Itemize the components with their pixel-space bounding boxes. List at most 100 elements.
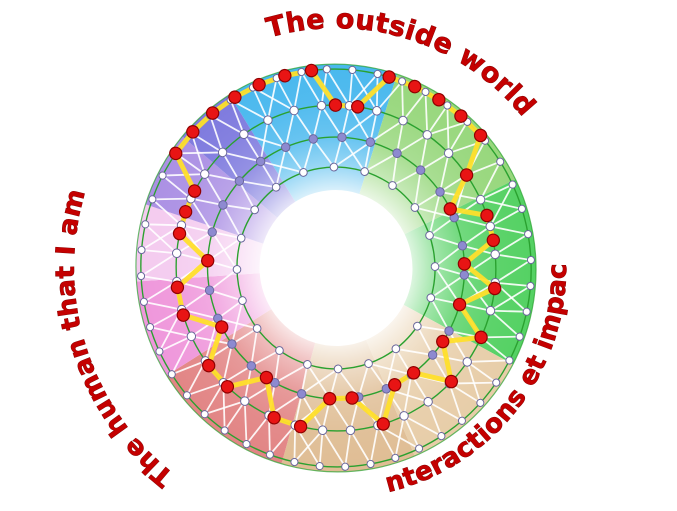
node-dot bbox=[444, 326, 454, 336]
ring-line bbox=[236, 166, 436, 370]
mesh-line bbox=[394, 415, 405, 459]
mesh-line bbox=[348, 69, 354, 106]
node-dot bbox=[457, 416, 466, 425]
node-dot bbox=[217, 147, 228, 158]
mesh-line bbox=[414, 191, 441, 209]
node-dot bbox=[410, 203, 420, 212]
mesh-line bbox=[427, 401, 443, 437]
mesh-line bbox=[424, 91, 429, 135]
mesh-line bbox=[212, 231, 242, 240]
mesh-line bbox=[454, 216, 491, 228]
mesh-line bbox=[434, 266, 461, 305]
node-dot bbox=[220, 426, 229, 435]
node-dot bbox=[218, 200, 228, 210]
mesh-line bbox=[326, 68, 351, 107]
mesh-line bbox=[419, 134, 429, 171]
node-dot bbox=[413, 321, 422, 331]
mesh-line bbox=[420, 152, 450, 171]
mesh-line bbox=[385, 388, 405, 417]
mesh-line bbox=[259, 119, 269, 162]
mesh-line bbox=[284, 146, 305, 173]
node-dot bbox=[182, 391, 191, 400]
mesh-line bbox=[480, 198, 523, 210]
mesh-line bbox=[463, 253, 496, 276]
node-dot bbox=[238, 296, 247, 305]
mesh-line bbox=[376, 80, 403, 112]
node-dot bbox=[364, 359, 373, 368]
mesh-line bbox=[222, 365, 252, 384]
mesh-line bbox=[385, 348, 397, 390]
highlight-node bbox=[220, 379, 235, 394]
mesh-line bbox=[489, 184, 514, 227]
highlight-node bbox=[444, 374, 459, 389]
mesh-line bbox=[217, 299, 243, 320]
node-dot bbox=[155, 347, 164, 356]
mesh-line bbox=[141, 249, 177, 255]
node-dot bbox=[388, 181, 397, 190]
node-dot bbox=[457, 240, 468, 251]
mesh-line bbox=[480, 183, 513, 201]
mesh-line bbox=[140, 275, 177, 283]
mesh-line bbox=[490, 225, 529, 236]
mesh-line bbox=[217, 317, 258, 330]
highlight-node bbox=[328, 98, 343, 112]
node-dot bbox=[399, 411, 409, 421]
node-dot bbox=[476, 398, 485, 407]
mesh-line bbox=[275, 77, 295, 111]
mesh-line bbox=[489, 208, 523, 228]
mesh-line bbox=[293, 109, 314, 140]
highlight-node bbox=[432, 92, 446, 107]
node-dot bbox=[265, 450, 274, 459]
node-dot bbox=[275, 346, 284, 355]
node-dot bbox=[508, 180, 517, 189]
mesh-line bbox=[144, 223, 178, 254]
node-dot bbox=[316, 100, 327, 111]
mesh-line bbox=[222, 204, 255, 211]
node-dot bbox=[427, 350, 438, 360]
mesh-line bbox=[204, 400, 246, 416]
mesh-line bbox=[175, 151, 223, 155]
mesh-line bbox=[275, 146, 287, 188]
mesh-line bbox=[294, 393, 303, 426]
mesh-line bbox=[369, 110, 378, 143]
mesh-line bbox=[479, 161, 501, 201]
mesh-line bbox=[428, 191, 441, 236]
mesh-line bbox=[391, 153, 398, 186]
node-dot bbox=[496, 157, 505, 166]
node-dot bbox=[158, 171, 167, 180]
mesh-line bbox=[209, 289, 243, 302]
mesh-line bbox=[403, 415, 442, 437]
highlight-node bbox=[201, 253, 215, 268]
mesh-line bbox=[312, 105, 323, 140]
node-dot bbox=[459, 270, 470, 280]
mesh-line bbox=[463, 274, 492, 312]
mesh-line bbox=[231, 300, 244, 345]
node-dot bbox=[240, 396, 250, 406]
node-dot bbox=[505, 356, 514, 365]
mesh-line bbox=[145, 223, 182, 227]
node-dot bbox=[517, 204, 526, 213]
node-dot bbox=[337, 132, 347, 143]
highlight-node bbox=[480, 208, 494, 223]
highlight-node bbox=[259, 370, 274, 385]
highlight-node bbox=[176, 308, 190, 322]
mesh-line bbox=[448, 383, 463, 422]
node-dot bbox=[348, 65, 357, 75]
node-dot bbox=[485, 221, 495, 232]
mesh-line bbox=[186, 381, 224, 397]
mesh-line bbox=[190, 317, 219, 338]
node-dot bbox=[345, 425, 356, 436]
nodes bbox=[137, 65, 535, 471]
mesh-line bbox=[260, 160, 304, 174]
highlight-node bbox=[488, 281, 502, 296]
mesh-line bbox=[396, 134, 428, 155]
node-dot bbox=[360, 167, 369, 176]
highlight-node bbox=[382, 70, 396, 84]
mesh-line bbox=[364, 152, 398, 173]
mesh-line bbox=[301, 368, 339, 395]
mesh-line bbox=[203, 173, 224, 206]
mesh-line bbox=[344, 430, 352, 467]
highlight-node bbox=[436, 334, 450, 349]
mesh-line bbox=[300, 71, 323, 107]
mesh-line bbox=[461, 225, 491, 247]
